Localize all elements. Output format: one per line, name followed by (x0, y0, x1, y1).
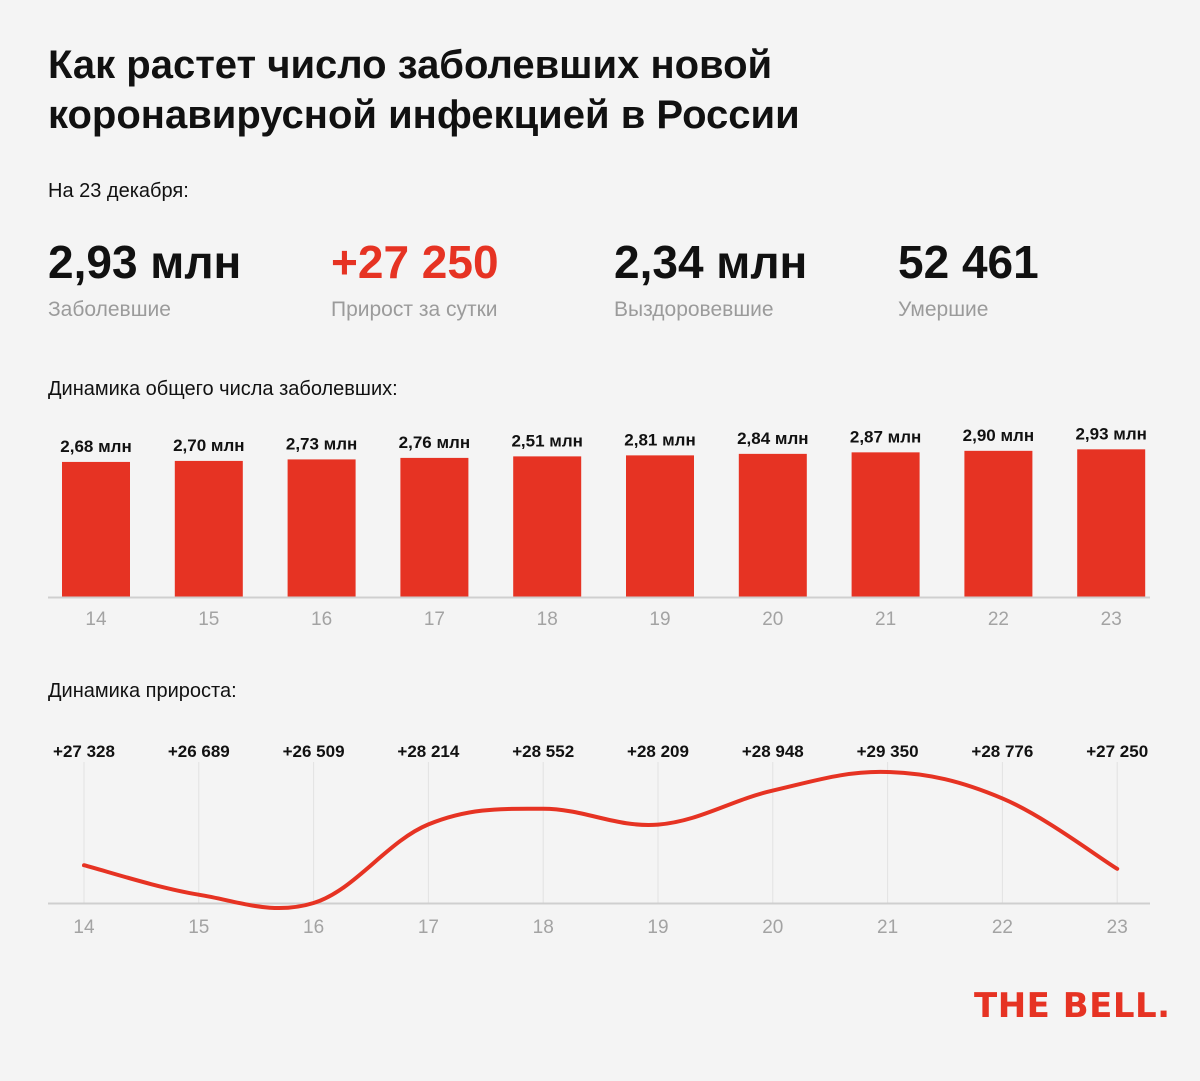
stat-deaths-value: 52 461 (898, 236, 1039, 288)
stat-recovered-label: Выздоровевшие (614, 298, 774, 321)
page-title: Как растет число заболевших новой корона… (48, 40, 1148, 140)
bar-x-tick: 17 (424, 609, 445, 630)
line-value-label: +28 209 (627, 742, 689, 761)
line-value-label: +27 250 (1086, 742, 1148, 761)
title-line-2: коронавирусной инфекцией в России (48, 93, 800, 137)
logo-text: THE BELL. (974, 986, 1171, 1026)
bar-value-label: 2,76 млн (399, 433, 470, 452)
bar-value-label: 2,68 млн (60, 437, 131, 456)
bar-value-label: 2,70 млн (173, 436, 244, 455)
stat-daily-increase-label: Прирост за сутки (331, 298, 498, 321)
stat-recovered: 2,34 млн Выздоровевшие (614, 232, 807, 322)
stat-cases-label: Заболевшие (48, 298, 171, 321)
bar-17 (400, 457, 469, 597)
increase-series-line (82, 769, 1120, 911)
line-value-label: +28 552 (512, 742, 574, 761)
bar-18 (513, 456, 582, 597)
bar-value-label: 2,81 млн (624, 430, 695, 449)
line-x-tick: 17 (418, 917, 439, 938)
bar-x-tick: 22 (988, 609, 1009, 630)
bar-value-label: 2,51 млн (511, 431, 582, 450)
bar-x-tick: 15 (198, 609, 219, 630)
bar-x-tick: 23 (1101, 609, 1122, 630)
bar-value-label: 2,90 млн (963, 426, 1034, 445)
bar-19 (626, 455, 694, 597)
line-value-label: +29 350 (857, 742, 919, 761)
bar-x-tick: 21 (875, 609, 896, 630)
line-value-label: +28 948 (742, 742, 804, 761)
bar-22 (964, 450, 1033, 597)
the-bell-logo: THE BELL. (974, 986, 1171, 1026)
bar-value-label: 2,87 млн (850, 427, 921, 446)
line-x-tick: 18 (533, 917, 554, 938)
stat-deaths-label: Умершие (898, 298, 989, 321)
line-x-tick: 16 (303, 917, 324, 938)
line-x-tick: 22 (992, 917, 1013, 938)
line-x-tick: 23 (1107, 917, 1128, 938)
title-line-1: Как растет число заболевших новой (48, 43, 773, 87)
line-value-label: +28 214 (397, 742, 459, 761)
bar-15 (174, 460, 243, 597)
line-x-tick: 21 (877, 917, 898, 938)
bar-20 (738, 453, 807, 597)
bar-16 (287, 459, 356, 597)
line-x-tick: 15 (188, 917, 209, 938)
bar-value-label: 2,73 млн (286, 434, 357, 453)
date-label: На 23 декабря: (48, 180, 189, 202)
stat-recovered-value: 2,34 млн (614, 236, 808, 288)
bar-14 (62, 461, 130, 597)
stats-row: 2,93 млн Заболевшие +27 250 Прирост за с… (48, 232, 1158, 332)
line-value-label: +26 509 (283, 742, 345, 761)
stat-daily-increase: +27 250 Прирост за сутки (331, 232, 499, 322)
line-value-label: +27 328 (53, 742, 115, 761)
line-x-tick: 14 (73, 917, 95, 938)
line-x-tick: 19 (647, 917, 668, 938)
bar-x-tick: 18 (537, 609, 558, 630)
stat-deaths: 52 461 Умершие (898, 232, 1039, 322)
line-value-label: +28 776 (971, 742, 1033, 761)
bar-x-tick: 16 (311, 609, 332, 630)
bar-x-tick: 14 (85, 609, 107, 630)
bar-value-label: 2,93 млн (1075, 424, 1146, 443)
bar-23 (1077, 449, 1146, 597)
bar-x-tick: 20 (762, 609, 783, 630)
line-chart: +27 328 14 +26 689 15 +26 509 16 +28 214 17 +28 … (48, 742, 1150, 938)
bar-chart: 2,68 млн 14 2,70 млн 15 2,73 млн 16 2,76 млн 17… (48, 424, 1150, 630)
stat-daily-increase-value: +27 250 (331, 236, 499, 288)
bar-chart-title: Динамика общего числа заболевших: (48, 378, 398, 400)
stat-cases-value: 2,93 млн (48, 236, 242, 288)
bar-21 (851, 452, 920, 597)
bar-x-tick: 19 (649, 609, 670, 630)
line-x-tick: 20 (762, 917, 783, 938)
line-value-label: +26 689 (168, 742, 230, 761)
line-chart-title: Динамика прироста: (48, 680, 237, 702)
bar-value-label: 2,84 млн (737, 429, 808, 448)
stat-cases: 2,93 млн Заболевшие (48, 232, 241, 322)
